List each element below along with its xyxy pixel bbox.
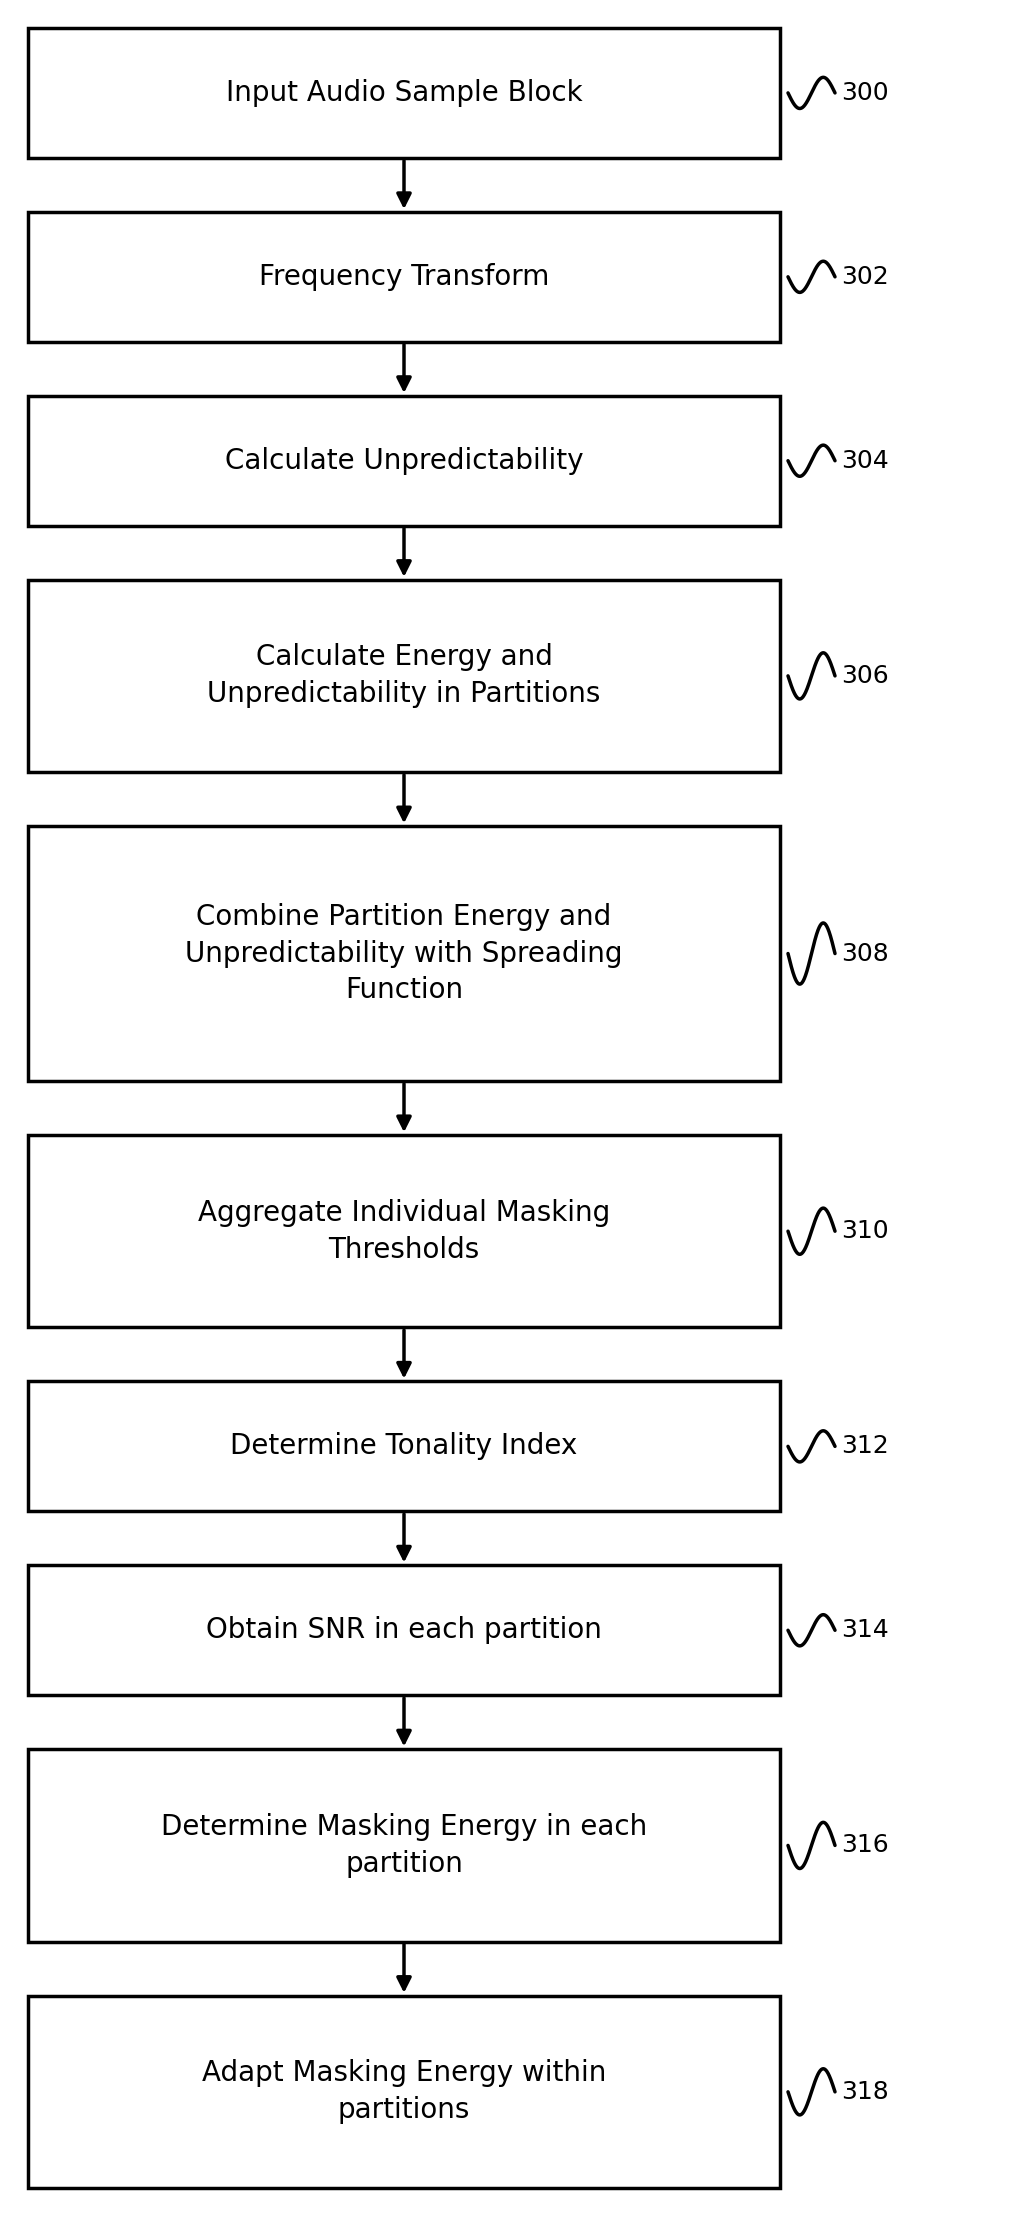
Text: 310: 310 — [841, 1219, 889, 1243]
Bar — [28, 1381, 780, 1511]
Bar — [28, 581, 780, 771]
Text: Adapt Masking Energy within
partitions: Adapt Masking Energy within partitions — [202, 2059, 606, 2125]
Text: Determine Tonality Index: Determine Tonality Index — [230, 1432, 577, 1460]
Text: 308: 308 — [841, 942, 889, 966]
Bar — [28, 827, 780, 1081]
Text: Obtain SNR in each partition: Obtain SNR in each partition — [206, 1615, 602, 1644]
Text: Calculate Unpredictability: Calculate Unpredictability — [224, 448, 583, 474]
Bar — [28, 1564, 780, 1695]
Text: 304: 304 — [841, 448, 889, 472]
Text: 318: 318 — [841, 2081, 889, 2103]
Bar — [28, 1748, 780, 1941]
Text: 316: 316 — [841, 1833, 889, 1857]
Bar — [28, 1997, 780, 2187]
Text: Aggregate Individual Masking
Thresholds: Aggregate Individual Masking Thresholds — [198, 1199, 610, 1263]
Text: Combine Partition Energy and
Unpredictability with Spreading
Function: Combine Partition Energy and Unpredictab… — [185, 902, 623, 1004]
Text: Frequency Transform: Frequency Transform — [259, 264, 549, 290]
Text: 300: 300 — [841, 82, 889, 104]
Bar — [28, 29, 780, 157]
Bar — [28, 213, 780, 341]
Text: Input Audio Sample Block: Input Audio Sample Block — [225, 80, 582, 106]
Bar — [28, 397, 780, 525]
Text: 314: 314 — [841, 1618, 889, 1642]
Text: 312: 312 — [841, 1434, 889, 1458]
Text: Determine Masking Energy in each
partition: Determine Masking Energy in each partiti… — [161, 1813, 647, 1877]
Text: Calculate Energy and
Unpredictability in Partitions: Calculate Energy and Unpredictability in… — [207, 643, 601, 709]
Text: 306: 306 — [841, 665, 889, 687]
Bar — [28, 1135, 780, 1327]
Text: 302: 302 — [841, 266, 889, 288]
